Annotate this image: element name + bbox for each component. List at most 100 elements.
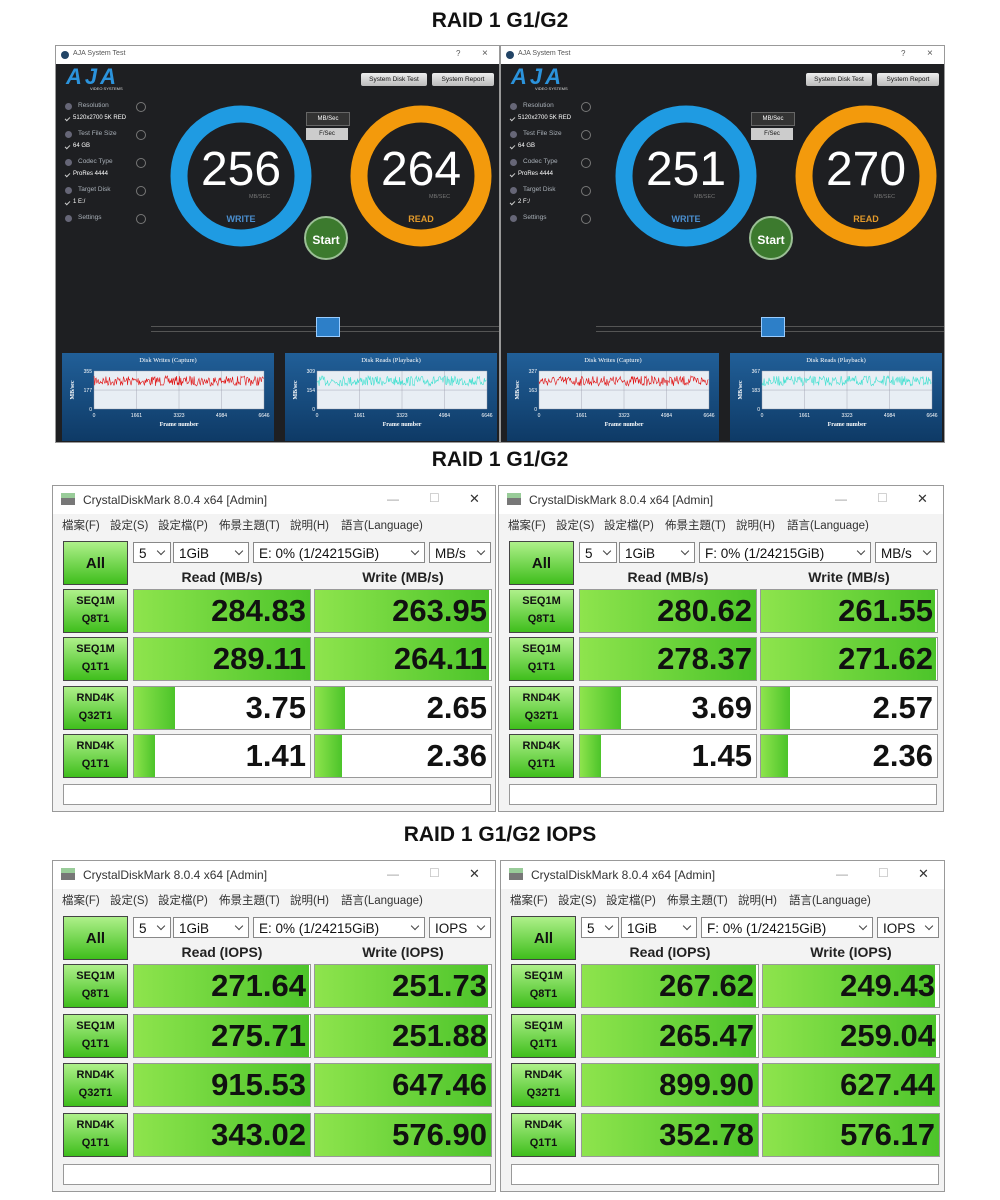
menu-item[interactable]: 佈景主題(T) <box>219 895 280 907</box>
mb-sec-button[interactable]: MB/Sec <box>751 112 795 126</box>
menu-item[interactable]: 設定(S) <box>558 895 597 907</box>
setting-chevron[interactable] <box>136 186 146 196</box>
setting-label[interactable]: Test File Size <box>78 130 117 137</box>
slider-handle[interactable] <box>761 317 785 337</box>
menu-item[interactable]: 檔案(F) <box>510 895 548 907</box>
drive-select[interactable]: F: 0% (1/24215GiB) <box>701 917 873 938</box>
count-select[interactable]: 5 <box>581 917 619 938</box>
close-button[interactable]: ✕ <box>918 866 929 881</box>
minimize-button[interactable]: — <box>387 492 399 506</box>
unit-select[interactable]: MB/s <box>429 542 491 563</box>
menu-item[interactable]: 設定檔(P) <box>158 895 208 907</box>
setting-chevron[interactable] <box>136 102 146 112</box>
count-select[interactable]: 5 <box>133 917 171 938</box>
test-button[interactable]: SEQ1M Q8T1 <box>509 589 574 633</box>
menu-item[interactable]: 說明(H) <box>290 895 329 907</box>
setting-label[interactable]: Codec Type <box>523 158 558 165</box>
maximize-button[interactable]: ☐ <box>878 866 889 880</box>
system-disk-test-button[interactable]: System Disk Test <box>361 73 427 86</box>
help-button[interactable]: ? <box>456 49 461 58</box>
close-button[interactable]: ✕ <box>469 491 480 506</box>
slider-handle[interactable] <box>316 317 340 337</box>
setting-label[interactable]: Test File Size <box>523 130 562 137</box>
system-disk-test-button[interactable]: System Disk Test <box>806 73 872 86</box>
menu-item[interactable]: 語言(Language) <box>789 895 871 907</box>
menu-item[interactable]: 檔案(F) <box>62 520 100 532</box>
setting-label[interactable]: Settings <box>78 214 102 221</box>
system-report-button[interactable]: System Report <box>877 73 939 86</box>
all-button[interactable]: All <box>63 916 128 960</box>
minimize-button[interactable]: — <box>387 867 399 881</box>
test-button[interactable]: SEQ1M Q8T1 <box>63 589 128 633</box>
close-button[interactable]: ✕ <box>469 866 480 881</box>
menu-item[interactable]: 佈景主題(T) <box>665 520 726 532</box>
menu-item[interactable]: 檔案(F) <box>62 895 100 907</box>
drive-select[interactable]: E: 0% (1/24215GiB) <box>253 542 425 563</box>
menu-item[interactable]: 設定檔(P) <box>158 520 208 532</box>
size-select[interactable]: 1GiB <box>173 917 249 938</box>
minimize-button[interactable]: — <box>835 492 847 506</box>
test-button[interactable]: RND4K Q1T1 <box>509 733 574 778</box>
all-button[interactable]: All <box>511 916 576 960</box>
all-button[interactable]: All <box>63 541 128 585</box>
count-select[interactable]: 5 <box>579 542 617 563</box>
menu-item[interactable]: 設定(S) <box>110 520 149 532</box>
f-sec-button[interactable]: F/Sec <box>751 128 793 140</box>
menu-item[interactable]: 設定檔(P) <box>604 520 654 532</box>
menu-item[interactable]: 說明(H) <box>736 520 775 532</box>
menu-item[interactable]: 語言(Language) <box>341 895 423 907</box>
size-select[interactable]: 1GiB <box>619 542 695 563</box>
test-button[interactable]: RND4K Q32T1 <box>63 1063 128 1107</box>
test-button[interactable]: RND4K Q1T1 <box>63 733 128 778</box>
setting-chevron[interactable] <box>581 214 591 224</box>
maximize-button[interactable]: ☐ <box>429 491 440 505</box>
help-button[interactable]: ? <box>901 49 906 58</box>
drive-select[interactable]: E: 0% (1/24215GiB) <box>253 917 425 938</box>
test-button[interactable]: SEQ1M Q1T1 <box>63 637 128 682</box>
menu-item[interactable]: 說明(H) <box>290 520 329 532</box>
drive-select[interactable]: F: 0% (1/24215GiB) <box>699 542 871 563</box>
setting-label[interactable]: Codec Type <box>78 158 113 165</box>
close-button[interactable]: × <box>482 48 488 59</box>
test-button[interactable]: RND4K Q32T1 <box>63 685 128 730</box>
test-button[interactable]: RND4K Q1T1 <box>511 1112 576 1157</box>
test-button[interactable]: SEQ1M Q8T1 <box>63 964 128 1008</box>
test-button[interactable]: SEQ1M Q1T1 <box>509 637 574 682</box>
mb-sec-button[interactable]: MB/Sec <box>306 112 350 126</box>
f-sec-button[interactable]: F/Sec <box>306 128 348 140</box>
setting-chevron[interactable] <box>581 158 591 168</box>
unit-select[interactable]: MB/s <box>875 542 937 563</box>
test-button[interactable]: RND4K Q32T1 <box>509 685 574 730</box>
test-button[interactable]: SEQ1M Q8T1 <box>511 964 576 1008</box>
setting-label[interactable]: Resolution <box>78 102 109 109</box>
close-button[interactable]: × <box>927 48 933 59</box>
start-button[interactable]: Start <box>749 216 793 260</box>
setting-chevron[interactable] <box>581 186 591 196</box>
minimize-button[interactable]: — <box>836 867 848 881</box>
menu-item[interactable]: 設定(S) <box>110 895 149 907</box>
test-button[interactable]: SEQ1M Q1T1 <box>511 1013 576 1058</box>
test-button[interactable]: RND4K Q1T1 <box>63 1112 128 1157</box>
menu-item[interactable]: 佈景主題(T) <box>219 520 280 532</box>
maximize-button[interactable]: ☐ <box>877 491 888 505</box>
setting-chevron[interactable] <box>136 158 146 168</box>
setting-label[interactable]: Target Disk <box>523 186 556 193</box>
test-button[interactable]: RND4K Q32T1 <box>511 1063 576 1107</box>
setting-label[interactable]: Settings <box>523 214 547 221</box>
setting-label[interactable]: Target Disk <box>78 186 111 193</box>
menu-item[interactable]: 設定(S) <box>556 520 595 532</box>
system-report-button[interactable]: System Report <box>432 73 494 86</box>
menu-item[interactable]: 說明(H) <box>738 895 777 907</box>
all-button[interactable]: All <box>509 541 574 585</box>
menu-item[interactable]: 檔案(F) <box>508 520 546 532</box>
unit-select[interactable]: IOPS <box>429 917 491 938</box>
setting-label[interactable]: Resolution <box>523 102 554 109</box>
start-button[interactable]: Start <box>304 216 348 260</box>
setting-chevron[interactable] <box>581 130 591 140</box>
size-select[interactable]: 1GiB <box>173 542 249 563</box>
count-select[interactable]: 5 <box>133 542 171 563</box>
menu-item[interactable]: 語言(Language) <box>787 520 869 532</box>
menu-item[interactable]: 語言(Language) <box>341 520 423 532</box>
setting-chevron[interactable] <box>136 214 146 224</box>
test-button[interactable]: SEQ1M Q1T1 <box>63 1013 128 1058</box>
